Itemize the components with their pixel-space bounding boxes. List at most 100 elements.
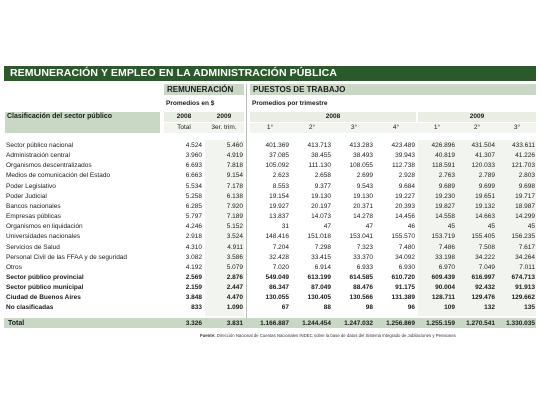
table-cell: 6.970 xyxy=(438,263,455,271)
table-cell: 6.663 xyxy=(185,172,202,180)
table-cell: 14.456 xyxy=(395,213,415,221)
table-cell: 5.258 xyxy=(185,192,202,200)
table-cell: 7.920 xyxy=(226,202,243,210)
table-cell: 156.235 xyxy=(511,233,536,241)
table-cell: 111.130 xyxy=(308,162,331,170)
table-cell: 20.393 xyxy=(395,202,415,210)
table-cell: 3.082 xyxy=(185,253,202,261)
table-cell: 4.192 xyxy=(185,263,202,271)
table-cell: 2.569 xyxy=(185,273,202,281)
table-cell: 19.227 xyxy=(395,192,415,200)
row-label: No clasificadas xyxy=(6,304,54,312)
table-cell: 128.711 xyxy=(431,294,455,302)
table-cell: 9.377 xyxy=(314,182,331,190)
table-cell: 130.405 xyxy=(307,294,332,302)
table-cell: 130.055 xyxy=(265,294,290,302)
table-cell: 7.178 xyxy=(226,182,243,190)
table-cell: 19.651 xyxy=(475,192,495,200)
table-cell: 105.092 xyxy=(265,162,290,170)
row-label: Organismos descentralizados xyxy=(6,162,92,170)
table-cell: 3.960 xyxy=(185,152,202,160)
table-cell: 7.204 xyxy=(272,243,289,251)
row-label: Poder Judicial xyxy=(6,192,47,200)
table-cell: 9.698 xyxy=(518,182,535,190)
table-cell: 7.323 xyxy=(356,243,373,251)
table-cell: 5.152 xyxy=(226,223,243,231)
table-cell: 18.987 xyxy=(515,202,535,210)
table-cell: 33.198 xyxy=(435,253,455,261)
table-cell: 31 xyxy=(281,223,289,231)
table-cell: 4.246 xyxy=(185,223,202,231)
year-band-pue-2009 xyxy=(418,112,536,122)
table-cell: 14.558 xyxy=(435,213,455,221)
table-cell: 155.570 xyxy=(391,233,416,241)
table-cell: 2.623 xyxy=(272,172,289,180)
row-label: Poder Legislativo xyxy=(6,182,56,190)
subcol-q4-2008: 4° xyxy=(392,124,400,131)
table-cell: 14.663 xyxy=(475,213,495,221)
table-cell: 4.310 xyxy=(185,243,202,251)
total-label: Total xyxy=(8,319,25,327)
total-cell: 3.831 xyxy=(226,319,243,327)
total-cell: 1.255.159 xyxy=(426,319,455,327)
total-cell: 3.326 xyxy=(185,319,202,327)
table-cell: 14.299 xyxy=(515,213,535,221)
table-cell: 5.079 xyxy=(226,263,243,271)
section-remuneracion: REMUNERACIÓN xyxy=(164,84,244,95)
table-cell: 7.818 xyxy=(226,162,243,170)
table-cell: 153.719 xyxy=(431,233,456,241)
table-cell: 121.703 xyxy=(511,162,536,170)
table-cell: 2.763 xyxy=(438,172,455,180)
table-cell: 20.197 xyxy=(311,202,331,210)
row-label: Empresas públicas xyxy=(6,213,61,221)
total-cell: 1.166.887 xyxy=(260,319,289,327)
table-cell: 38.493 xyxy=(353,152,373,160)
table-cell: 3.848 xyxy=(185,294,202,302)
table-cell: 7.508 xyxy=(478,243,495,251)
table-cell: 549.049 xyxy=(265,273,290,281)
classification-header: Clasificación del sector público xyxy=(5,112,160,133)
table-cell: 614.585 xyxy=(349,273,374,281)
table-cell: 112.738 xyxy=(391,162,415,170)
table-cell: 423.489 xyxy=(391,142,416,149)
table-cell: 98 xyxy=(365,304,373,312)
table-cell: 45 xyxy=(447,223,455,231)
table-cell: 33.415 xyxy=(311,253,331,261)
table-cell: 19.154 xyxy=(269,192,289,200)
table-cell: 413.283 xyxy=(349,142,374,149)
table-cell: 20.371 xyxy=(353,202,373,210)
table-cell: 1.090 xyxy=(226,304,243,312)
subcol-q2-2008: 2° xyxy=(308,124,316,131)
source-note: Fuente: Dirección Nacional de Cuentas Na… xyxy=(200,333,456,339)
table-cell: 40.819 xyxy=(435,152,455,160)
table-cell: 90.004 xyxy=(435,284,455,292)
table-cell: 14.073 xyxy=(311,213,331,221)
table-cell: 6.933 xyxy=(356,263,373,271)
table-cell: 6.914 xyxy=(314,263,331,271)
table-cell: 2.918 xyxy=(185,233,202,241)
table-cell: 34.092 xyxy=(395,253,415,261)
table-cell: 6.693 xyxy=(185,162,202,170)
table-cell: 109 xyxy=(444,304,455,312)
table-cell: 14.278 xyxy=(353,213,373,221)
table-cell: 674.713 xyxy=(511,273,536,281)
table-cell: 426.896 xyxy=(431,142,456,149)
year-band-pue-2008 xyxy=(250,112,416,122)
table-cell: 2.699 xyxy=(356,172,373,180)
table-cell: 92.432 xyxy=(475,284,495,292)
table-cell: 5.797 xyxy=(185,213,202,221)
table-cell: 6.930 xyxy=(398,263,415,271)
year-rem-2009: 2009 xyxy=(216,113,232,120)
table-cell: 19.130 xyxy=(311,192,331,200)
table-cell: 19.132 xyxy=(475,202,495,210)
table-cell: 7.486 xyxy=(438,243,455,251)
year-rem-2008: 2008 xyxy=(176,113,192,120)
subcol-band-rem xyxy=(164,123,244,133)
table-cell: 2.928 xyxy=(398,172,415,180)
subcol-3er-trim: 3er. trim. xyxy=(211,124,237,131)
row-label: Sector público municipal xyxy=(6,284,84,292)
table-cell: 2.803 xyxy=(518,172,535,180)
total-row xyxy=(4,318,536,328)
table-cell: 431.504 xyxy=(471,142,496,149)
table-cell: 5.460 xyxy=(226,142,243,149)
